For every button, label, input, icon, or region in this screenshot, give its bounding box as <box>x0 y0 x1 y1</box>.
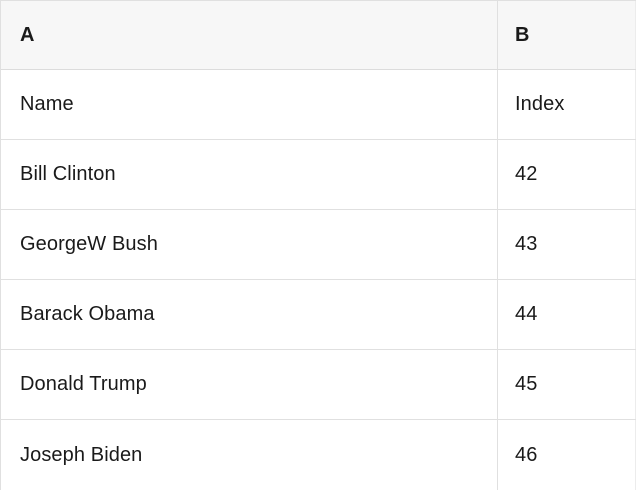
table-row: Barack Obama 44 <box>1 280 636 350</box>
table-row: Donald Trump 45 <box>1 350 636 420</box>
table-cell-index[interactable]: 43 <box>498 210 636 279</box>
table-cell-name[interactable]: Joseph Biden <box>1 420 498 490</box>
table-cell-name[interactable]: GeorgeW Bush <box>1 210 498 279</box>
table-cell-index[interactable]: 46 <box>498 420 636 490</box>
table-row: Name Index <box>1 70 636 140</box>
column-header-b[interactable]: B <box>498 1 636 69</box>
table-row: Joseph Biden 46 <box>1 420 636 490</box>
table-cell-index[interactable]: 42 <box>498 140 636 209</box>
table-cell-name[interactable]: Donald Trump <box>1 350 498 419</box>
table-cell-name[interactable]: Bill Clinton <box>1 140 498 209</box>
column-header-a[interactable]: A <box>1 1 498 69</box>
table-cell-name[interactable]: Name <box>1 70 498 139</box>
table-cell-name[interactable]: Barack Obama <box>1 280 498 349</box>
table-cell-index[interactable]: 44 <box>498 280 636 349</box>
table-cell-index[interactable]: Index <box>498 70 636 139</box>
table-row: GeorgeW Bush 43 <box>1 210 636 280</box>
table-row: Bill Clinton 42 <box>1 140 636 210</box>
column-header-row: A B <box>1 1 636 70</box>
table-cell-index[interactable]: 45 <box>498 350 636 419</box>
